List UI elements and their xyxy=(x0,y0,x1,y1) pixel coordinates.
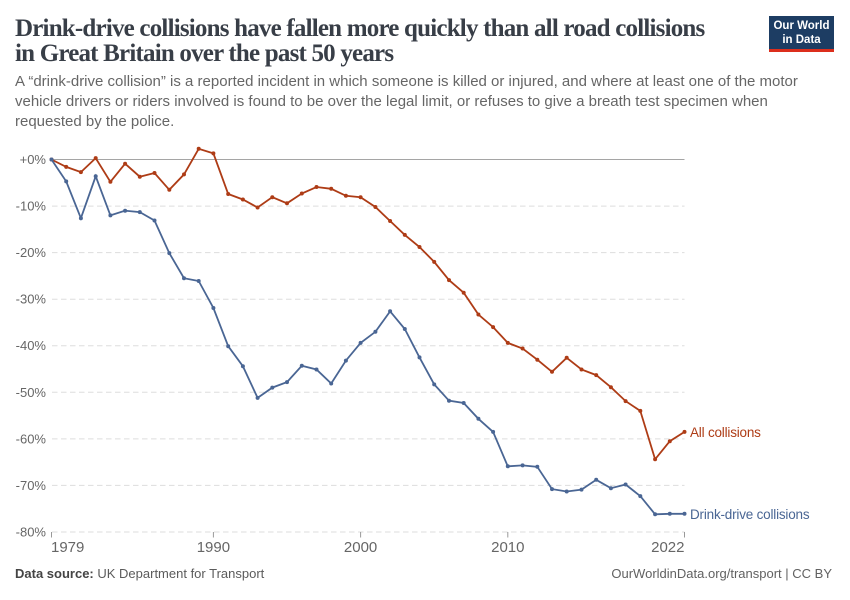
svg-text:-30%: -30% xyxy=(16,292,47,307)
svg-text:-70%: -70% xyxy=(16,478,47,493)
svg-text:Drink-drive collisions: Drink-drive collisions xyxy=(690,507,810,522)
svg-text:2022: 2022 xyxy=(651,539,684,556)
svg-text:2000: 2000 xyxy=(344,539,377,556)
svg-text:-60%: -60% xyxy=(16,431,47,446)
svg-text:-10%: -10% xyxy=(16,199,47,214)
svg-text:-80%: -80% xyxy=(16,525,47,540)
svg-text:1990: 1990 xyxy=(197,539,230,556)
svg-text:1979: 1979 xyxy=(51,539,84,556)
svg-text:All collisions: All collisions xyxy=(690,425,761,440)
svg-text:-20%: -20% xyxy=(16,245,47,260)
svg-text:2010: 2010 xyxy=(491,539,524,556)
svg-text:+0%: +0% xyxy=(20,152,47,167)
svg-text:-50%: -50% xyxy=(16,385,47,400)
svg-text:-40%: -40% xyxy=(16,338,47,353)
